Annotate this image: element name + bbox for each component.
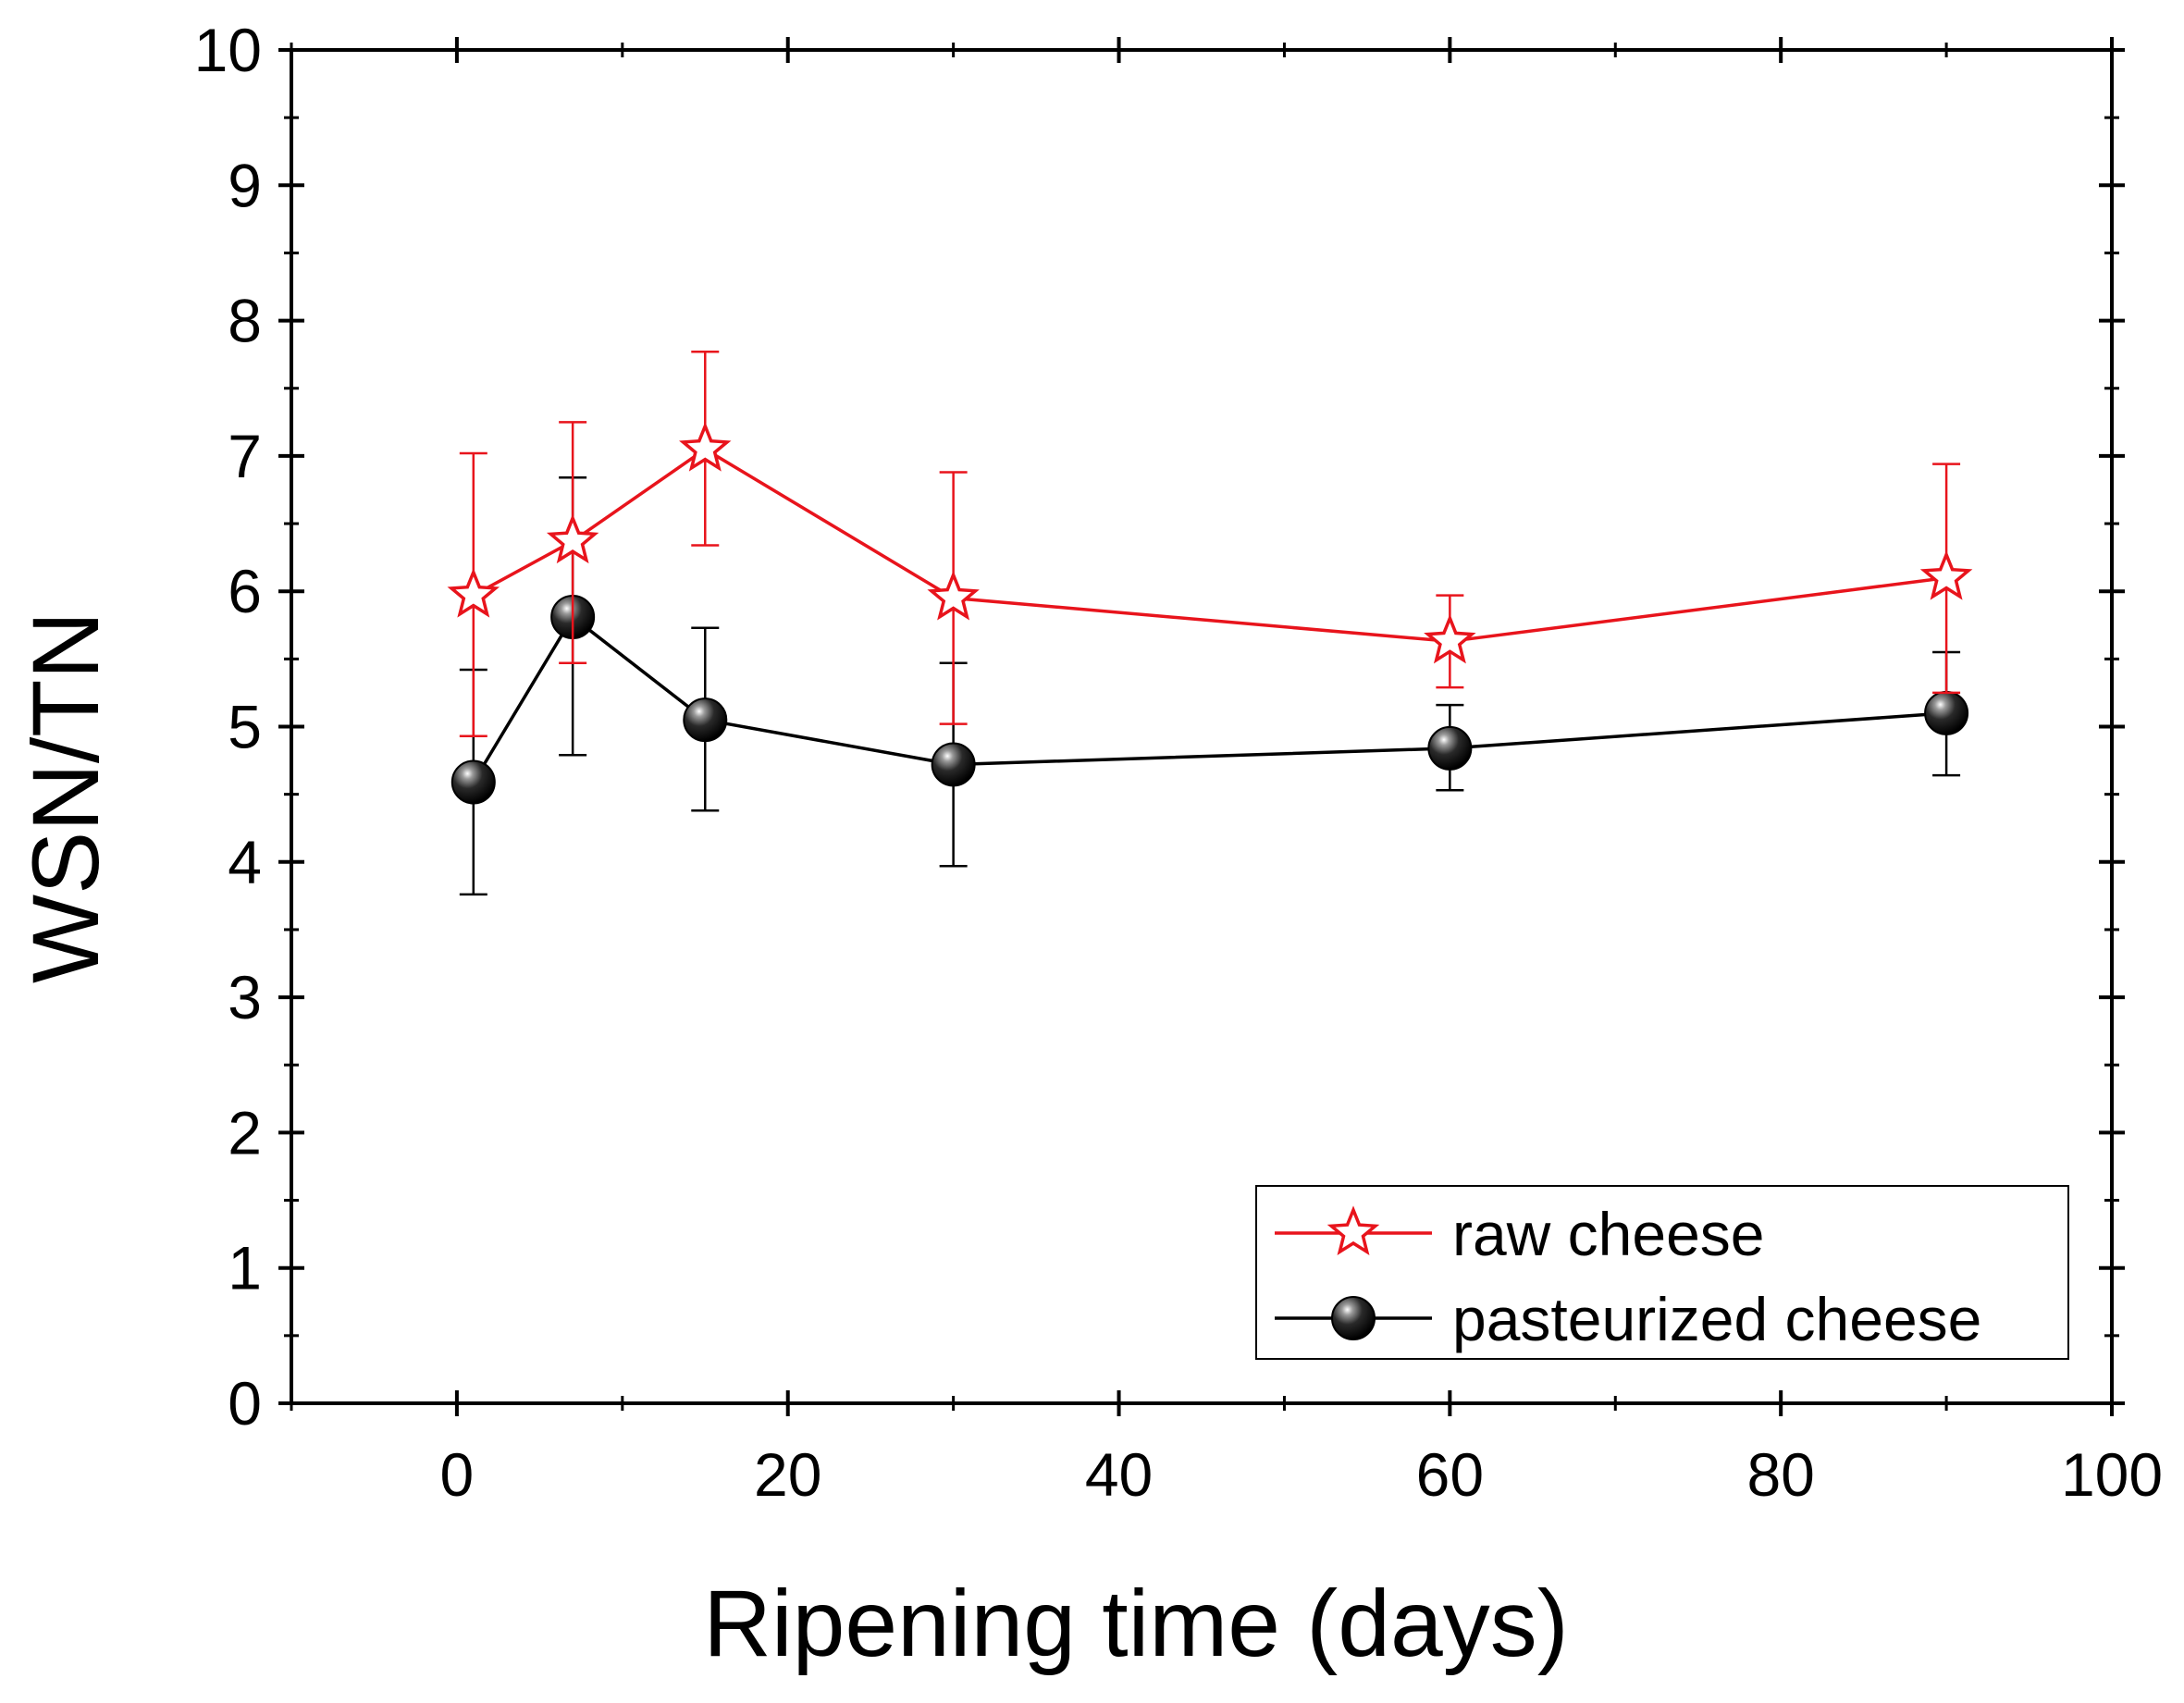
y-axis-title: WSN/TN <box>13 611 118 983</box>
y-tick-label: 3 <box>228 963 262 1031</box>
y-tick-label: 1 <box>228 1234 262 1302</box>
y-axis: 0 1 2 3 4 5 6 7 8 9 10 <box>194 16 2125 1438</box>
data-point <box>1427 725 1473 771</box>
x-tick-label: 80 <box>1746 1440 1814 1509</box>
x-tick-label: 20 <box>754 1440 821 1509</box>
x-tick-label: 60 <box>1416 1440 1484 1509</box>
x-tick-label: 0 <box>440 1440 475 1509</box>
y-tick-label: 2 <box>228 1098 262 1166</box>
y-tick-label: 8 <box>228 287 262 355</box>
x-tick-label: 40 <box>1085 1440 1153 1509</box>
legend-label: raw cheese <box>1452 1200 1765 1268</box>
series-line <box>472 447 1947 644</box>
data-point <box>447 567 500 618</box>
legend-item-raw-cheese: raw cheese <box>1275 1200 1765 1268</box>
legend-sphere-icon <box>1331 1296 1376 1340</box>
series-line <box>472 614 1947 784</box>
legend-item-pasteurized-cheese: pasteurized cheese <box>1275 1285 1981 1353</box>
data-point <box>1919 549 1973 600</box>
y-tick-label: 4 <box>228 828 262 896</box>
series-raw-cheese <box>447 350 1973 737</box>
legend-star-icon <box>1326 1205 1380 1255</box>
y-tick-label: 6 <box>228 557 262 625</box>
legend-label: pasteurized cheese <box>1452 1285 1981 1353</box>
series-layer <box>447 350 1973 896</box>
x-tick-label: 100 <box>2061 1440 2163 1509</box>
data-point <box>1424 613 1476 664</box>
x-axis-title: Ripening time (days) <box>703 1571 1568 1676</box>
data-point <box>450 759 496 805</box>
data-point <box>1924 690 1969 735</box>
data-point <box>679 421 732 472</box>
y-tick-label: 9 <box>228 151 262 219</box>
data-point <box>683 697 728 743</box>
y-tick-label: 5 <box>228 693 262 761</box>
y-tick-label: 7 <box>228 422 262 490</box>
data-point <box>546 513 599 564</box>
legend-box <box>1255 1185 2069 1360</box>
y-tick-label: 10 <box>194 16 262 84</box>
y-tick-label: 0 <box>228 1369 262 1438</box>
data-point <box>927 570 980 621</box>
series-pasteurized-cheese <box>450 476 1969 896</box>
x-axis: 0 20 40 60 80 100 <box>290 37 2163 1509</box>
legend: raw cheese pasteurized cheese <box>1255 1185 2069 1360</box>
data-point <box>931 742 976 787</box>
